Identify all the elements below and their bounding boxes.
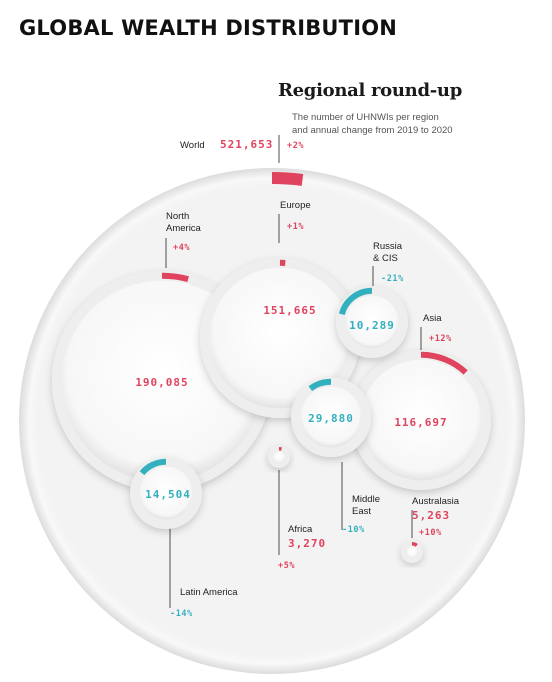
middle-east-label-line2: East: [352, 506, 371, 517]
page-title: GLOBAL WEALTH DISTRIBUTION: [19, 16, 398, 40]
description-line-1: The number of UHNWIs per region: [292, 112, 439, 123]
north-america-label-line2: America: [166, 223, 202, 234]
australasia-label: Australasia: [412, 496, 460, 507]
europe-label: Europe: [280, 200, 311, 211]
russia-cis-value: 10,289: [349, 319, 395, 332]
africa-label: Africa: [288, 524, 313, 535]
russia-cis-bubble-face: [345, 295, 399, 349]
australasia-change: +10%: [419, 528, 442, 538]
africa-value: 3,270: [288, 537, 326, 550]
region-bubbles: 190,085 151,665 116,697 29,880 14,504 10,289: [52, 258, 491, 563]
chart-subtitle: Regional round-up: [278, 80, 462, 101]
world-label: World: [180, 140, 205, 151]
world-value: 521,653: [220, 138, 273, 151]
latin-america-value: 14,504: [145, 488, 191, 501]
north-america-value: 190,085: [135, 376, 188, 389]
asia-label: Asia: [423, 313, 442, 324]
asia-value: 116,697: [394, 416, 447, 429]
middle-east-change: -10%: [342, 525, 365, 535]
russia-change: -21%: [381, 274, 404, 284]
africa-change: +5%: [278, 561, 295, 571]
middle-east-bubble-face: [300, 386, 362, 448]
world-change-arc: [271, 172, 304, 186]
middle-east-value: 29,880: [308, 412, 354, 425]
asia-change-arc: [420, 351, 468, 375]
russia-label-line1: Russia: [373, 241, 403, 252]
north-america-change: +4%: [173, 243, 190, 253]
asia-change: +12%: [429, 334, 452, 344]
latin-america-change-arc: [139, 458, 167, 476]
chart-description: The number of UHNWIs per region and annu…: [292, 111, 492, 137]
australasia-change-arc: [411, 542, 418, 547]
latin-america-change: -14%: [170, 609, 193, 619]
description-line-2: and annual change from 2019 to 2020: [292, 125, 453, 136]
middle-east-label-line1: Middle: [352, 494, 380, 505]
latin-america-label: Latin America: [180, 587, 238, 598]
europe-change: +1%: [287, 222, 304, 232]
africa-bubble-face: [273, 451, 285, 463]
north-america-change-arc: [161, 272, 189, 283]
latin-america-bubble-face: [139, 466, 193, 520]
russia-label-line2: & CIS: [373, 253, 398, 264]
australasia-bubble-face: [406, 546, 418, 558]
europe-bubble-face: [209, 267, 351, 409]
russia-cis-change-arc: [338, 287, 373, 316]
europe-value: 151,665: [263, 304, 316, 317]
middle-east-change-arc: [308, 378, 332, 392]
asia-bubble-face: [360, 359, 482, 481]
north-america-label-line1: North: [166, 211, 189, 222]
australasia-value: 5,263: [412, 509, 450, 522]
world-change: +2%: [287, 141, 304, 151]
